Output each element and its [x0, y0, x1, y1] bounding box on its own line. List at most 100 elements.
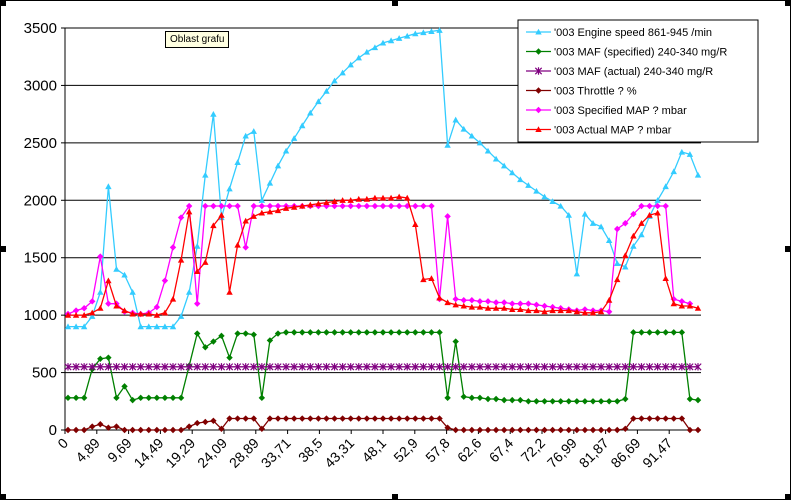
legend-item[interactable]: '003 Actual MAP ? mbar [526, 125, 672, 137]
data-point [88, 363, 96, 371]
data-point [444, 141, 451, 148]
data-point [444, 394, 451, 402]
data-point [113, 302, 120, 309]
data-point [161, 277, 169, 284]
data-point [234, 415, 241, 422]
resize-handle-bottom-center[interactable] [392, 494, 398, 500]
data-point [662, 329, 669, 336]
resize-handle-bottom-left[interactable] [0, 494, 6, 500]
data-point [500, 162, 508, 169]
data-point [581, 309, 589, 316]
resize-handle-top-center[interactable] [392, 0, 398, 6]
data-point [412, 202, 419, 210]
data-point [121, 426, 128, 434]
data-point [533, 426, 540, 434]
data-point [363, 195, 371, 202]
data-point [363, 48, 371, 55]
data-point [331, 198, 338, 204]
data-point [113, 394, 120, 402]
data-point [630, 329, 637, 336]
data-point [226, 415, 233, 422]
x-tick-label: 0 [54, 435, 71, 452]
data-point [290, 135, 298, 141]
resize-handle-middle-left[interactable] [0, 246, 6, 252]
data-point [614, 276, 621, 283]
legend-item[interactable]: '003 Engine speed 861-945 /min [526, 27, 712, 39]
series-2[interactable] [64, 363, 702, 371]
data-point [686, 302, 694, 309]
resize-handle-top-left[interactable] [0, 0, 6, 6]
legend-item[interactable]: '003 Specified MAP ? mbar [526, 105, 687, 117]
data-point [347, 197, 354, 203]
data-point [387, 194, 395, 201]
data-point [379, 202, 387, 210]
data-point [121, 307, 128, 314]
series-group[interactable] [64, 27, 702, 434]
data-point [282, 415, 290, 422]
series-1[interactable] [64, 329, 702, 405]
data-point [597, 308, 605, 315]
data-point [557, 426, 564, 434]
x-tick-label: 4,89 [72, 435, 103, 466]
legend-item[interactable]: '003 Throttle ? % [526, 86, 637, 98]
resize-handle-top-right[interactable] [785, 0, 791, 6]
resize-handle-bottom-right[interactable] [785, 494, 791, 500]
data-point [97, 355, 104, 362]
data-point [460, 363, 468, 371]
data-point [315, 415, 322, 422]
data-point [694, 396, 702, 404]
data-point [420, 329, 427, 336]
series-line[interactable] [68, 196, 699, 316]
data-point [331, 202, 338, 210]
data-point [121, 383, 128, 390]
data-point [347, 415, 354, 422]
data-point [80, 305, 88, 312]
data-point [678, 302, 686, 309]
data-point [404, 32, 411, 39]
data-point [218, 425, 225, 433]
data-point [509, 426, 516, 434]
data-point [145, 363, 153, 371]
data-point [64, 426, 72, 434]
data-point [549, 426, 556, 434]
data-point [670, 295, 677, 303]
data-point [266, 208, 274, 215]
legend-item[interactable]: '003 MAF (specified) 240-340 mg/R [526, 47, 727, 59]
series-5[interactable] [64, 193, 702, 318]
series-4[interactable] [64, 202, 694, 318]
data-point [573, 426, 581, 434]
series-line[interactable] [67, 204, 691, 315]
data-point [637, 363, 646, 371]
data-point [597, 363, 605, 371]
data-point [452, 116, 459, 123]
data-point [436, 27, 443, 33]
data-point [428, 415, 435, 422]
data-point [500, 426, 508, 434]
data-point [250, 331, 257, 338]
legend[interactable]: '003 Engine speed 861-945 /min '003 MAF (… [517, 19, 759, 143]
data-point [363, 202, 371, 210]
data-point [492, 299, 500, 306]
data-point [460, 297, 467, 304]
data-point [371, 415, 379, 422]
series-3[interactable] [64, 415, 702, 434]
data-point [121, 271, 128, 278]
data-point [226, 185, 233, 192]
legend-swatch-marker [535, 87, 542, 94]
data-point [452, 295, 459, 303]
data-point [452, 363, 460, 371]
resize-handle-middle-right[interactable] [785, 246, 791, 252]
data-point [266, 202, 274, 210]
data-point [299, 122, 306, 129]
data-point [654, 415, 661, 422]
data-point [500, 363, 508, 371]
data-point [581, 306, 589, 313]
data-point [630, 232, 637, 239]
data-point [347, 202, 354, 210]
data-point [234, 330, 241, 337]
legend-item[interactable]: '003 MAF (actual) 240-340 mg/R [526, 66, 713, 78]
data-point [484, 395, 492, 403]
x-tick-label: 24,09 [194, 435, 230, 471]
data-point [509, 300, 516, 307]
